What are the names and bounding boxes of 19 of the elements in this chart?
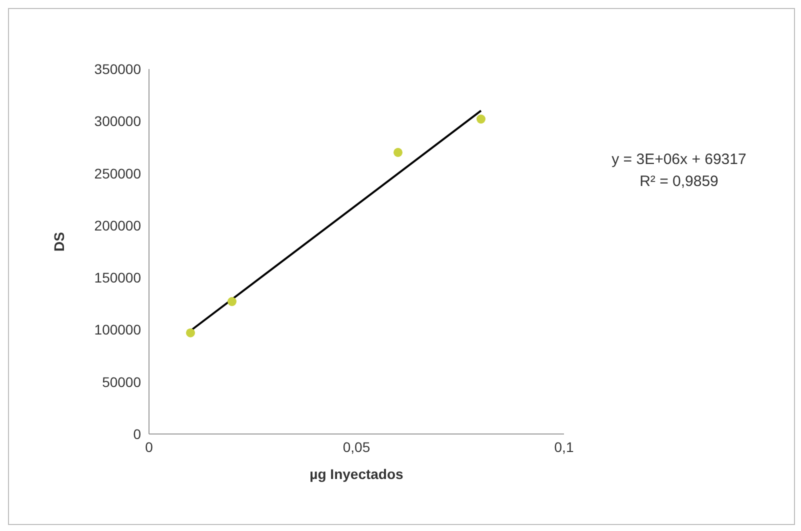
y-tick-label: 150000	[94, 270, 142, 286]
point	[186, 328, 196, 338]
point	[393, 148, 403, 157]
x-tick-label: 0	[145, 438, 154, 455]
x-tick-label: 0,1	[554, 438, 574, 455]
y-tick-label: 250000	[94, 165, 142, 182]
text: R² = 0,9859	[638, 172, 720, 192]
point	[227, 297, 237, 306]
point	[476, 114, 486, 124]
y-tick-label: 200000	[94, 217, 142, 234]
y-tick-label: 100000	[94, 322, 142, 338]
x-tick-label: 0,05	[342, 438, 370, 455]
text: y = 3E+06x + 69317	[610, 150, 748, 170]
y-axis-title: DS	[50, 232, 67, 252]
y-tick-label: 0	[133, 426, 142, 442]
y-tick-label: 350000	[94, 60, 142, 77]
y-tick-label: 300000	[94, 113, 142, 130]
x-axis-title: µg Inyectados	[310, 466, 404, 482]
y-tick-label: 50000	[102, 374, 142, 390]
